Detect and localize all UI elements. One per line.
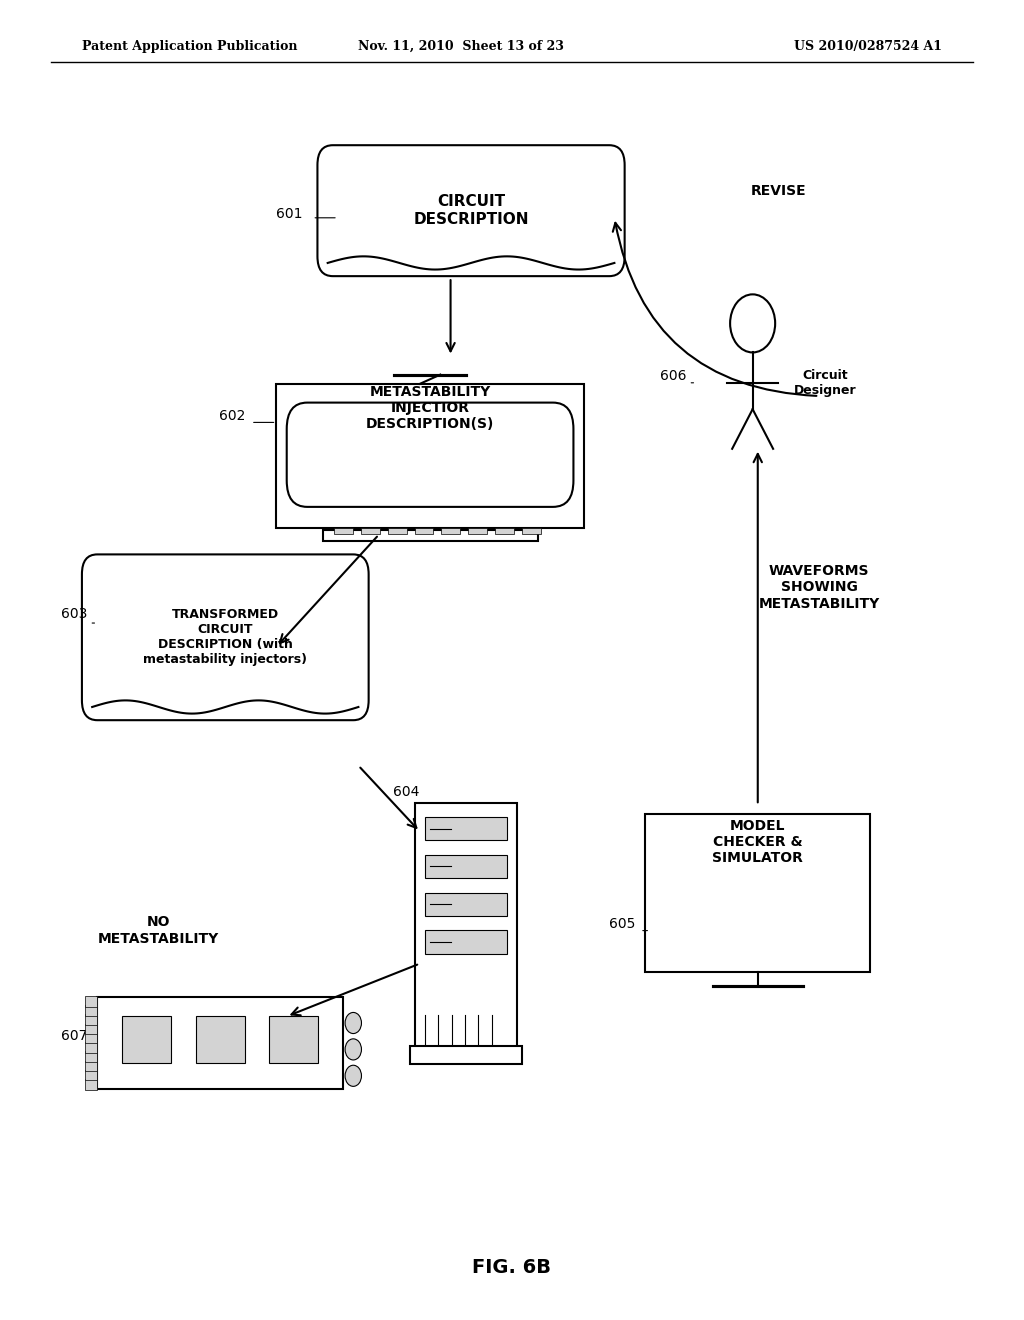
Bar <box>425 931 507 953</box>
Circle shape <box>345 1065 361 1086</box>
Text: 602: 602 <box>219 409 246 422</box>
Text: 601: 601 <box>275 207 302 220</box>
Bar <box>441 528 460 535</box>
Text: 606: 606 <box>659 370 686 383</box>
FancyBboxPatch shape <box>82 554 369 721</box>
Bar <box>85 1051 97 1061</box>
Bar <box>85 1014 97 1024</box>
Bar <box>85 1061 97 1072</box>
Bar <box>323 529 538 541</box>
Circle shape <box>345 1039 361 1060</box>
Bar <box>85 1069 97 1080</box>
Text: 607: 607 <box>60 1030 87 1043</box>
Text: NO
METASTABILITY: NO METASTABILITY <box>98 916 219 945</box>
Bar <box>85 1080 97 1090</box>
Text: FIG. 6B: FIG. 6B <box>472 1258 552 1276</box>
Bar <box>276 384 584 528</box>
Text: US 2010/0287524 A1: US 2010/0287524 A1 <box>794 40 942 53</box>
Text: 605: 605 <box>608 917 635 931</box>
Bar <box>425 892 507 916</box>
Bar <box>522 528 541 535</box>
Text: CIRCUIT
DESCRIPTION: CIRCUIT DESCRIPTION <box>414 194 528 227</box>
Circle shape <box>345 1012 361 1034</box>
Bar <box>415 803 517 1049</box>
Text: MODEL
CHECKER &
SIMULATOR: MODEL CHECKER & SIMULATOR <box>713 818 803 866</box>
Bar <box>388 528 407 535</box>
Text: 604: 604 <box>393 785 420 799</box>
Text: TRANSFORMED
CIRCUIT
DESCRIPTION (with
metastability injectors): TRANSFORMED CIRCUIT DESCRIPTION (with me… <box>143 609 307 667</box>
Text: WAVEFORMS
SHOWING
METASTABILITY: WAVEFORMS SHOWING METASTABILITY <box>759 564 880 611</box>
Bar <box>415 528 433 535</box>
Bar <box>410 1047 522 1064</box>
Bar <box>269 1016 318 1063</box>
Bar <box>85 1024 97 1035</box>
Text: METASTABILITY
INJECTIOR
DESCRIPTION(S): METASTABILITY INJECTIOR DESCRIPTION(S) <box>366 384 495 432</box>
Bar <box>425 855 507 878</box>
Bar <box>85 1032 97 1043</box>
Bar <box>85 995 97 1006</box>
Circle shape <box>730 294 775 352</box>
Text: 603: 603 <box>60 607 87 620</box>
Bar <box>425 817 507 841</box>
Bar <box>85 1006 97 1016</box>
Text: Circuit
Designer: Circuit Designer <box>794 368 856 397</box>
Text: REVISE: REVISE <box>751 185 806 198</box>
Bar <box>645 814 870 972</box>
FancyArrowPatch shape <box>612 223 816 396</box>
Bar <box>85 1043 97 1053</box>
Bar <box>196 1016 245 1063</box>
Bar <box>468 528 487 535</box>
Text: Patent Application Publication: Patent Application Publication <box>82 40 297 53</box>
FancyBboxPatch shape <box>287 403 573 507</box>
Bar <box>496 528 514 535</box>
Text: Nov. 11, 2010  Sheet 13 of 23: Nov. 11, 2010 Sheet 13 of 23 <box>357 40 564 53</box>
FancyBboxPatch shape <box>317 145 625 276</box>
Bar <box>122 1016 171 1063</box>
Bar <box>334 528 352 535</box>
Bar <box>97 997 343 1089</box>
Bar <box>360 528 380 535</box>
